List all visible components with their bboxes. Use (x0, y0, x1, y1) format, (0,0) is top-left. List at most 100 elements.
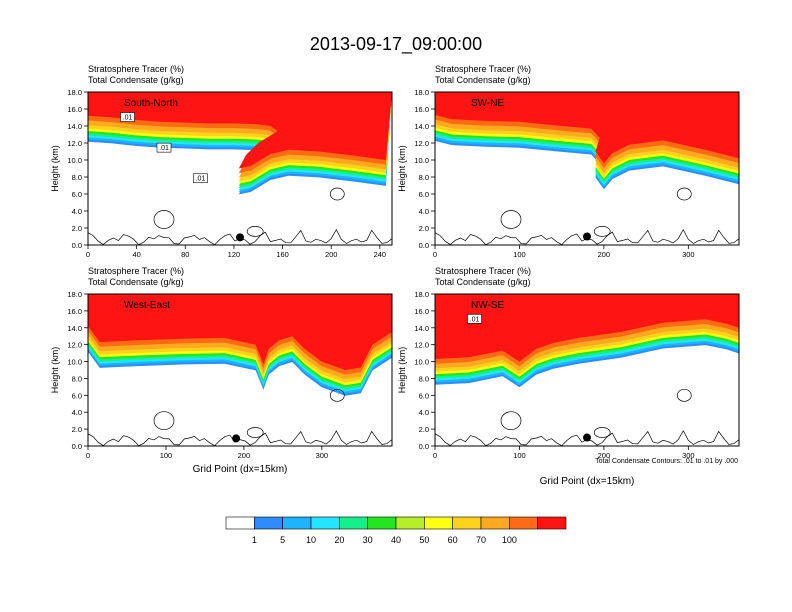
contour-label: .01 (470, 316, 480, 323)
location-marker (583, 232, 591, 241)
condensate-contour-loop (246, 427, 264, 438)
y-tick-label: 0.0 (72, 241, 82, 250)
y-tick-label: 10.0 (67, 156, 82, 165)
condensate-contour-loop (500, 411, 522, 431)
x-axis-label: Grid Point (dx=15km) (540, 476, 635, 487)
panel-title-line1: Stratosphere Tracer (%) (435, 64, 531, 74)
condensate-contour-loop (500, 210, 522, 229)
colorbar-label: 40 (391, 535, 401, 545)
panel-title-line2: Total Condensate (g/kg) (88, 277, 184, 287)
colorbar-swatch (537, 516, 567, 530)
colorbar-label: 5 (280, 535, 285, 545)
colorbar-swatch (452, 516, 482, 530)
condensate-contour-loop (153, 210, 175, 229)
y-tick-label: 6.0 (72, 391, 82, 400)
colorbar-swatch (339, 516, 368, 530)
chart-panel: SW-NE Stratosphere Tracer (%)Total Conden… (397, 64, 740, 259)
y-tick-label: 4.0 (419, 408, 429, 417)
y-axis-label: Height (km) (397, 145, 407, 192)
x-tick-label: 40 (132, 250, 140, 259)
y-tick-label: 18.0 (67, 88, 82, 97)
x-tick-label: 0 (86, 451, 90, 460)
y-tick-label: 18.0 (67, 290, 82, 299)
location-marker (236, 233, 244, 242)
colorbar-swatch (424, 516, 453, 530)
panel-label: West-East (124, 300, 170, 311)
x-tick-label: 0 (86, 250, 90, 259)
y-tick-label: 8.0 (72, 173, 82, 182)
y-tick-label: 10.0 (414, 156, 429, 165)
plot-area (88, 294, 392, 446)
chart-panel: West-East Stratosphere Tracer (%)Total Co… (50, 266, 393, 475)
x-tick-label: 240 (374, 250, 387, 259)
y-tick-label: 14.0 (414, 122, 429, 131)
x-tick-label: 100 (513, 451, 526, 460)
x-tick-label: 200 (238, 451, 251, 460)
colorbar-swatch (509, 516, 538, 530)
y-tick-label: 0.0 (419, 241, 429, 250)
x-tick-label: 200 (325, 250, 338, 259)
x-tick-label: 200 (598, 250, 611, 259)
colorbar-swatch (282, 516, 312, 530)
colorbar-swatch (480, 516, 510, 530)
colorbar-swatch (225, 516, 255, 530)
tracer-core (435, 92, 739, 164)
y-tick-label: 10.0 (414, 358, 429, 367)
condensate-contour-loop (329, 187, 345, 201)
condensate-contour-loop (593, 427, 611, 438)
y-tick-label: 4.0 (419, 207, 429, 216)
panel-label: South-North (124, 98, 178, 109)
contour-label-box (120, 112, 135, 122)
y-tick-label: 16.0 (414, 105, 429, 114)
plot-area (88, 92, 392, 245)
y-tick-label: 8.0 (72, 374, 82, 383)
y-tick-label: 6.0 (419, 391, 429, 400)
condensate-contour-loop (676, 187, 692, 201)
condensate-contour-loop (676, 388, 692, 402)
y-axis-label: Height (km) (50, 347, 60, 394)
y-tick-label: 14.0 (67, 324, 82, 333)
panel-title-line1: Stratosphere Tracer (%) (88, 64, 184, 74)
y-tick-label: 18.0 (414, 290, 429, 299)
condensate-contour-loop (153, 411, 175, 431)
contour-label-box (467, 314, 482, 324)
colorbar-swatch (310, 516, 340, 530)
y-tick-label: 10.0 (67, 358, 82, 367)
plot-frame (434, 91, 740, 246)
y-tick-label: 2.0 (419, 425, 429, 434)
colorbar-swatch (395, 516, 425, 530)
location-marker (232, 434, 241, 443)
y-tick-label: 16.0 (67, 105, 82, 114)
y-tick-label: 16.0 (414, 307, 429, 316)
colorbar-label: 10 (306, 535, 316, 545)
chart-panel: .01 .01 .01 South-North Stratosphere Tracer … (50, 64, 393, 259)
y-axis-label: Height (km) (50, 145, 60, 192)
y-tick-label: 2.0 (419, 224, 429, 233)
y-tick-label: 2.0 (72, 425, 82, 434)
colorbar-label: 70 (476, 535, 486, 545)
colorbar-label: 50 (419, 535, 429, 545)
colorbar-label: 20 (334, 535, 344, 545)
contour-label-box (156, 142, 172, 153)
colorbar-label: 100 (502, 535, 517, 545)
y-tick-label: 4.0 (72, 408, 82, 417)
y-tick-label: 12.0 (414, 139, 429, 148)
colorbar-label: 1 (252, 535, 257, 545)
x-tick-label: 300 (316, 451, 329, 460)
y-axis-label: Height (km) (397, 347, 407, 394)
tracer-core (435, 294, 739, 362)
x-tick-label: 100 (160, 451, 173, 460)
panel-label: SW-NE (471, 98, 504, 109)
panel-title-line2: Total Condensate (g/kg) (435, 75, 531, 85)
contour-label-box (193, 173, 208, 184)
y-tick-label: 16.0 (67, 307, 82, 316)
x-tick-label: 0 (433, 250, 437, 259)
panels: .01 .01 .01 South-North Stratosphere Tracer … (50, 64, 740, 487)
panel-title-line1: Stratosphere Tracer (%) (435, 266, 531, 276)
y-tick-label: 14.0 (414, 324, 429, 333)
x-tick-label: 200 (598, 451, 611, 460)
x-tick-label: 300 (682, 451, 695, 460)
y-tick-label: 12.0 (67, 341, 82, 350)
x-tick-label: 80 (181, 250, 189, 259)
